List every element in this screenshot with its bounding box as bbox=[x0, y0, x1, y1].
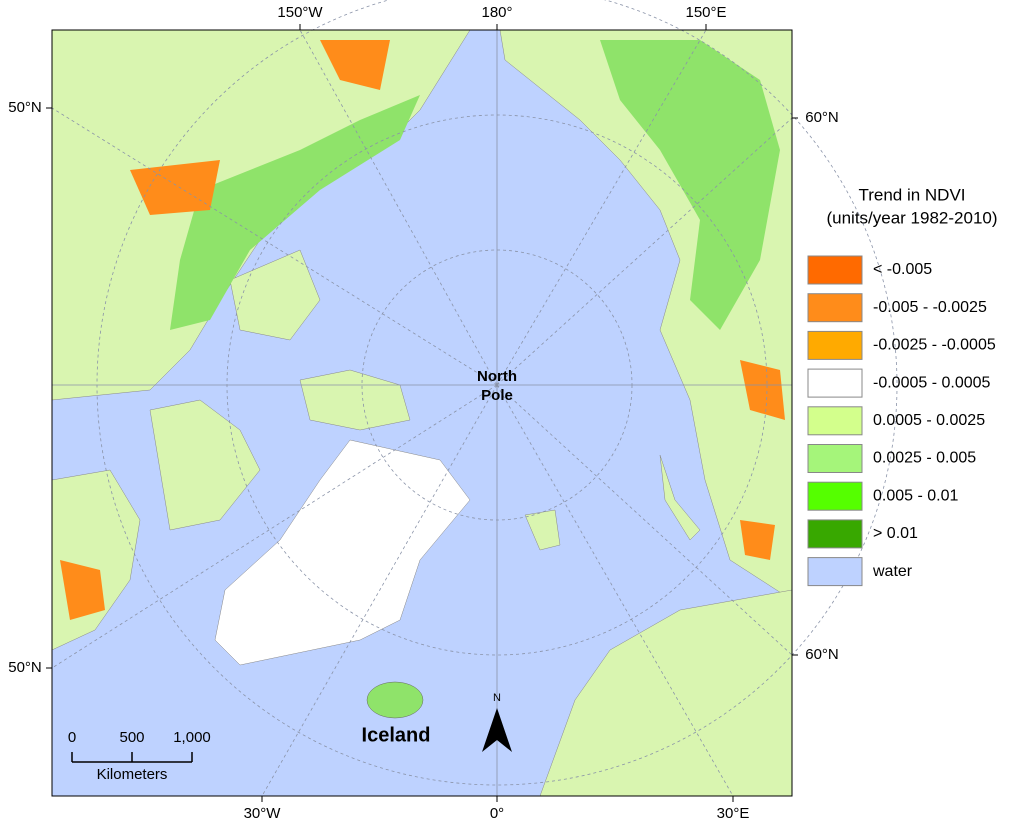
legend-swatch bbox=[807, 330, 863, 360]
legend-label: > 0.01 bbox=[873, 525, 918, 542]
top-label: 180° bbox=[481, 4, 512, 21]
legend-label: water bbox=[872, 563, 913, 580]
scale-bar bbox=[71, 752, 193, 763]
bottom-label: 30°E bbox=[717, 805, 750, 822]
scale-tick: 500 bbox=[119, 729, 144, 746]
legend-swatch bbox=[807, 557, 863, 587]
legend-title: (units/year 1982-2010) bbox=[826, 208, 997, 227]
legend-label: -0.0025 - -0.0005 bbox=[873, 337, 996, 354]
top-label: 150°E bbox=[685, 4, 726, 21]
north-arrow-label: N bbox=[493, 692, 501, 704]
scale-unit: Kilometers bbox=[97, 766, 168, 783]
scale-tick: 1,000 bbox=[173, 729, 211, 746]
legend-swatch bbox=[807, 481, 863, 511]
legend-label: 0.005 - 0.01 bbox=[873, 487, 959, 504]
land bbox=[51, 29, 793, 797]
bottom-label: 30°W bbox=[244, 805, 282, 822]
legend-swatch bbox=[807, 368, 863, 398]
legend-swatch bbox=[807, 255, 863, 285]
legend-swatch bbox=[807, 406, 863, 436]
legend-label: 0.0025 - 0.005 bbox=[873, 450, 976, 467]
legend-swatch bbox=[807, 444, 863, 473]
right-label: 60°N bbox=[805, 646, 839, 663]
legend-label: -0.005 - -0.0025 bbox=[873, 299, 987, 316]
pole-label: Pole bbox=[481, 387, 513, 404]
legend-label: < -0.005 bbox=[873, 261, 932, 278]
legend-swatch bbox=[807, 293, 863, 323]
place-label: Iceland bbox=[362, 724, 431, 746]
legend-swatch bbox=[807, 519, 863, 549]
top-label: 150°W bbox=[277, 4, 323, 21]
left-label: 50°N bbox=[8, 99, 42, 116]
left-label: 50°N bbox=[8, 659, 42, 676]
scale-tick: 0 bbox=[68, 729, 76, 746]
graticule bbox=[51, 0, 898, 797]
pole-label: North bbox=[477, 368, 517, 385]
frame-ticks bbox=[46, 24, 798, 802]
legend-title: Trend in NDVI bbox=[858, 185, 965, 204]
legend-label: -0.0005 - 0.0005 bbox=[873, 374, 991, 391]
north-arrow bbox=[482, 708, 512, 752]
bottom-label: 0° bbox=[490, 805, 504, 822]
legend-label: 0.0005 - 0.0025 bbox=[873, 412, 985, 429]
legend: < -0.005 -0.005 - -0.0025 -0.0025 - -0.000… bbox=[807, 255, 996, 587]
right-label: 60°N bbox=[805, 109, 839, 126]
map-frame bbox=[51, 29, 793, 797]
